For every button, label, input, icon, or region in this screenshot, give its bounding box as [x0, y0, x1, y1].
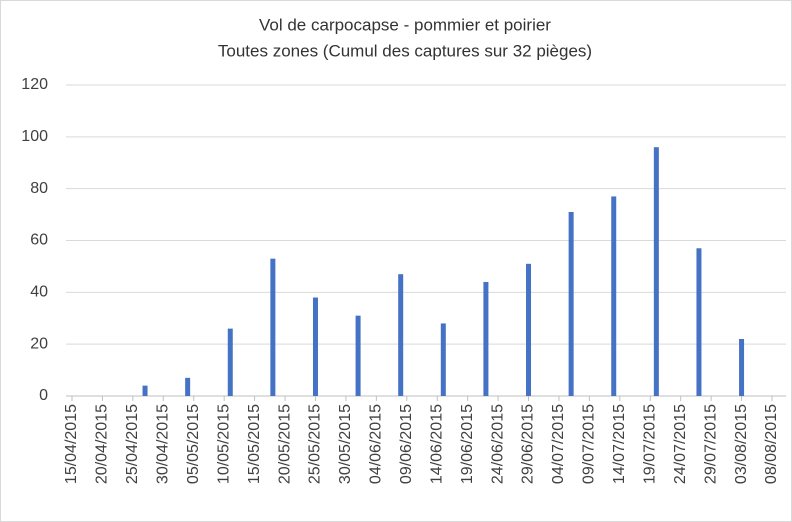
x-tick-label: 19/06/2015	[459, 404, 476, 484]
x-tick-label: 29/07/2015	[702, 404, 719, 484]
x-tick-label: 10/05/2015	[215, 404, 232, 484]
y-tick-label: 20	[30, 335, 48, 352]
bar	[440, 323, 446, 396]
bar	[142, 385, 148, 396]
bar	[739, 338, 745, 396]
bar	[270, 258, 276, 396]
x-tick-label: 30/05/2015	[337, 404, 354, 484]
chart-title: Vol de carpocapse - pommier et poirier	[259, 15, 551, 34]
y-tick-label: 120	[21, 76, 48, 93]
bar	[611, 196, 617, 396]
x-tick-label: 04/06/2015	[368, 404, 385, 484]
x-tick-label: 25/05/2015	[307, 404, 324, 484]
bar	[568, 211, 574, 396]
x-tick-label: 24/07/2015	[672, 404, 689, 484]
x-tick-label: 20/05/2015	[276, 404, 293, 484]
bar	[526, 263, 532, 396]
x-tick-label: 24/06/2015	[489, 404, 506, 484]
bar	[696, 248, 702, 396]
x-tick-label: 14/06/2015	[428, 404, 445, 484]
y-tick-label: 40	[30, 284, 48, 301]
chart-subtitle: Toutes zones (Cumul des captures sur 32 …	[218, 41, 592, 60]
x-tick-label: 19/07/2015	[641, 404, 658, 484]
x-tick-label: 05/05/2015	[185, 404, 202, 484]
x-tick-label: 09/07/2015	[581, 404, 598, 484]
bar	[227, 328, 233, 396]
bar	[355, 315, 361, 396]
y-tick-label: 0	[39, 387, 48, 404]
x-tick-label: 14/07/2015	[611, 404, 628, 484]
x-tick-label: 20/04/2015	[94, 404, 111, 484]
x-tick-label: 03/08/2015	[733, 404, 750, 484]
y-tick-label: 80	[30, 180, 48, 197]
x-tick-label: 29/06/2015	[520, 404, 537, 484]
x-tick-label: 04/07/2015	[550, 404, 567, 484]
y-tick-label: 100	[21, 128, 48, 145]
bar	[185, 377, 191, 396]
bar	[312, 297, 318, 396]
bar	[398, 274, 404, 396]
x-tick-label: 15/05/2015	[246, 404, 263, 484]
bar	[653, 147, 659, 396]
x-tick-label: 15/04/2015	[63, 404, 80, 484]
x-tick-label: 08/08/2015	[763, 404, 780, 484]
x-tick-label: 30/04/2015	[155, 404, 172, 484]
y-tick-label: 60	[30, 232, 48, 249]
x-tick-label: 25/04/2015	[124, 404, 141, 484]
bar	[483, 281, 489, 396]
x-tick-label: 09/06/2015	[398, 404, 415, 484]
